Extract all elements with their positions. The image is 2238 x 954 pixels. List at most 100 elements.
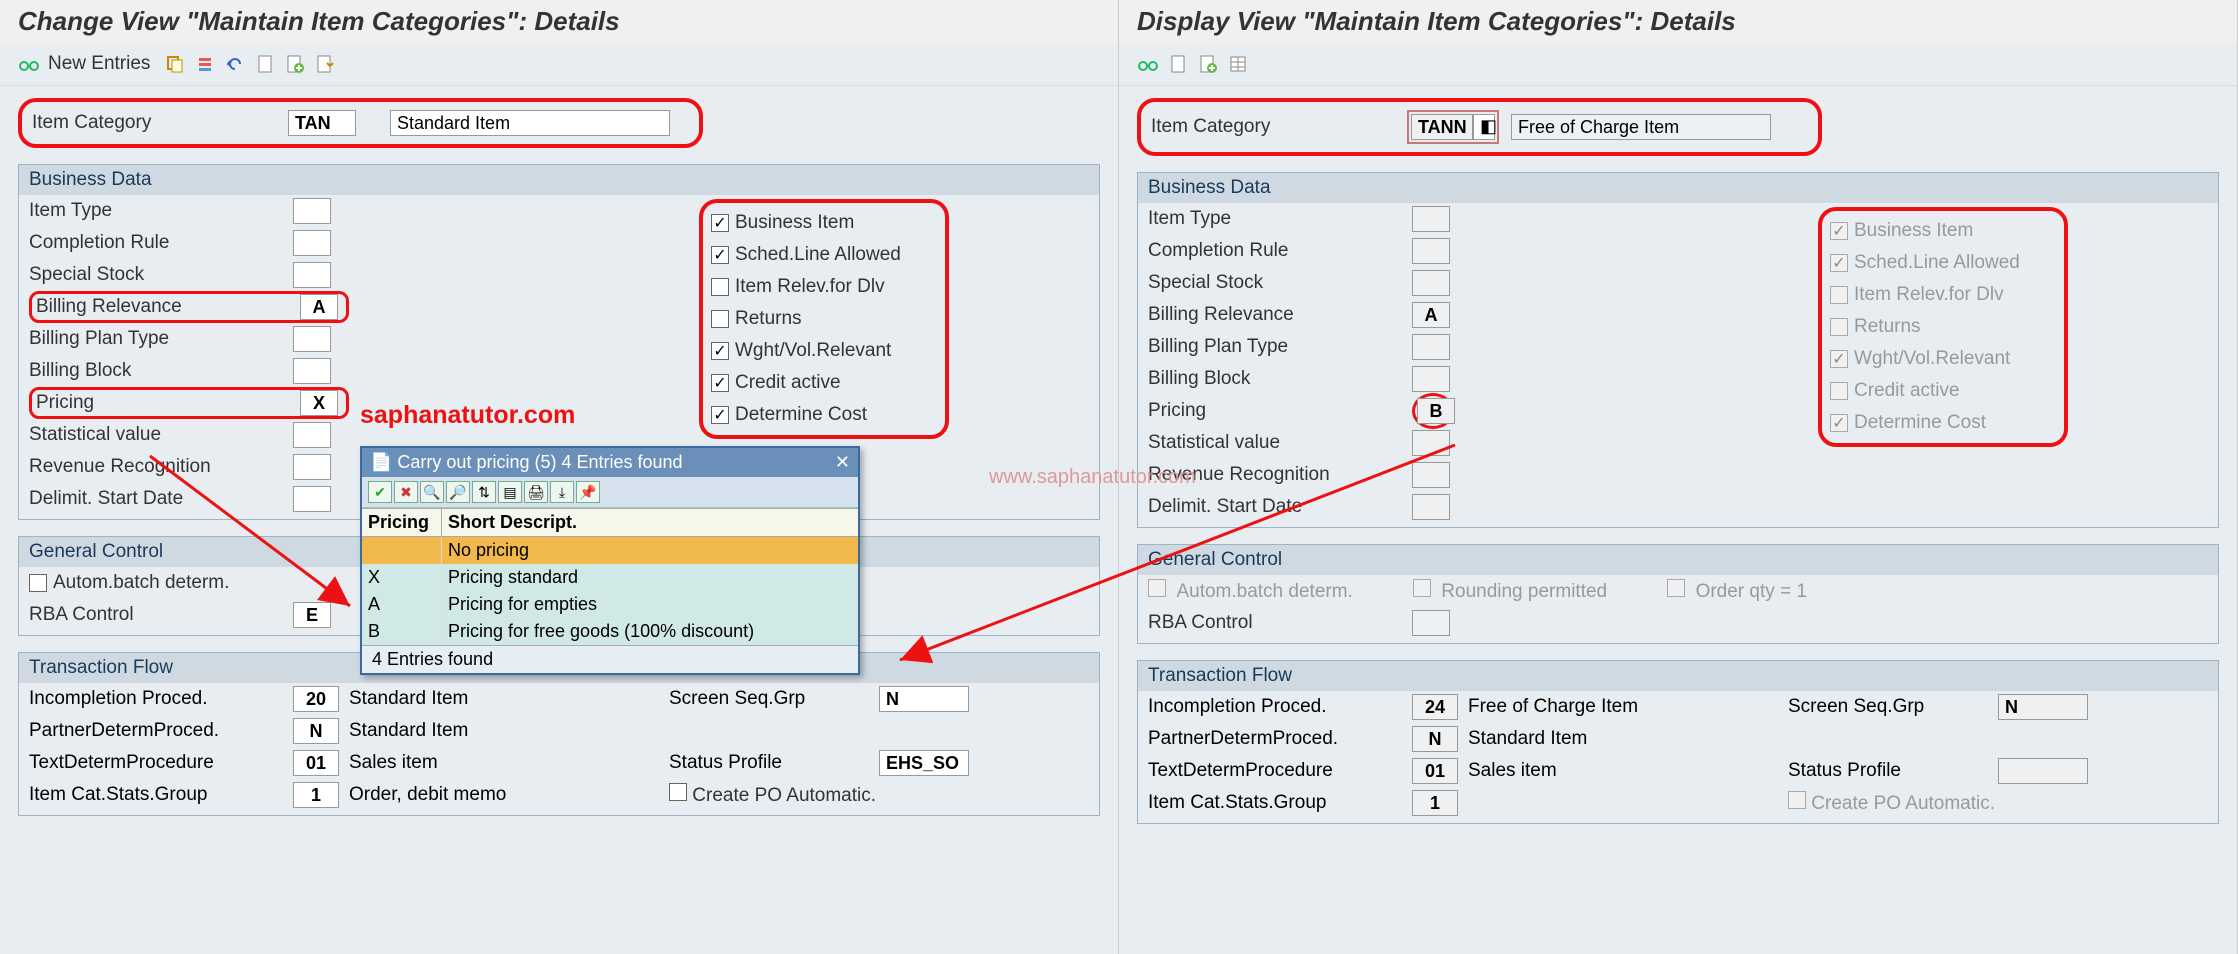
- popup-header: Pricing Short Descript.: [362, 508, 858, 537]
- tf-input[interactable]: [293, 718, 339, 744]
- checkbox-label: Wght/Vol.Relevant: [735, 340, 891, 362]
- popup-cell-key: X: [362, 564, 442, 591]
- tf-desc: Sales item: [1468, 760, 1788, 782]
- field-input[interactable]: [293, 230, 331, 256]
- field-label: Special Stock: [29, 264, 293, 286]
- tf-desc: Standard Item: [349, 720, 669, 742]
- tf-right-label: Create PO Automatic.: [1788, 791, 1998, 815]
- right-body: Item Category ◧ Business Data Item TypeC…: [1119, 86, 2237, 836]
- popup-cell-key: B: [362, 618, 442, 645]
- popup-ok-icon[interactable]: ✔: [368, 481, 392, 503]
- field-label: Item Type: [1148, 208, 1412, 230]
- item-category-desc-input[interactable]: [390, 110, 670, 136]
- checkbox[interactable]: ✓: [711, 342, 729, 360]
- tf-checkbox: [1788, 791, 1806, 809]
- popup-filter-icon[interactable]: ▤: [498, 481, 522, 503]
- checkbox[interactable]: ✓: [711, 214, 729, 232]
- page-icon[interactable]: [254, 53, 276, 75]
- popup-row[interactable]: XPricing standard: [362, 564, 858, 591]
- field-input: [1412, 494, 1450, 520]
- tf-input[interactable]: [293, 686, 339, 712]
- popup-col-pricing: Pricing: [362, 509, 442, 536]
- popup-close-icon[interactable]: ✕: [835, 452, 850, 473]
- right-transaction-flow: Transaction Flow Incompletion Proced.Fre…: [1137, 660, 2219, 824]
- tf-desc: Standard Item: [349, 688, 669, 710]
- rba-control-label: RBA Control: [29, 604, 293, 626]
- field-input[interactable]: [300, 390, 338, 416]
- field-label: Pricing: [36, 392, 300, 414]
- field-input[interactable]: [300, 294, 338, 320]
- tf-right-input[interactable]: [879, 750, 969, 776]
- general-control-title: General Control: [1138, 545, 2218, 575]
- checkbox[interactable]: [711, 278, 729, 296]
- popup-findnext-icon[interactable]: 🔎: [446, 481, 470, 503]
- tf-label: Item Cat.Stats.Group: [29, 784, 293, 806]
- tf-label: Incompletion Proced.: [1148, 696, 1412, 718]
- field-input[interactable]: [293, 486, 331, 512]
- popup-cell-desc: Pricing standard: [442, 564, 858, 591]
- business-data-title: Business Data: [19, 165, 1099, 195]
- popup-export-icon[interactable]: ⤓: [550, 481, 574, 503]
- left-transaction-flow: Transaction Flow Incompletion Proced.Sta…: [18, 652, 1100, 816]
- delete-icon[interactable]: [194, 53, 216, 75]
- checkbox[interactable]: [711, 310, 729, 328]
- glasses-icon[interactable]: [1137, 53, 1159, 75]
- new-entries-button[interactable]: New Entries: [48, 53, 150, 75]
- popup-cell-key: [362, 537, 442, 564]
- popup-col-desc: Short Descript.: [442, 509, 858, 536]
- checkbox[interactable]: ✓: [711, 374, 729, 392]
- popup-row[interactable]: BPricing for free goods (100% discount): [362, 618, 858, 645]
- tf-input[interactable]: [293, 782, 339, 808]
- f4-help-icon[interactable]: ◧: [1473, 114, 1495, 140]
- field-label: Billing Block: [1148, 368, 1412, 390]
- rba-control-input[interactable]: [293, 602, 331, 628]
- popup-print-icon[interactable]: 🖨: [524, 481, 548, 503]
- copy-icon[interactable]: [164, 53, 186, 75]
- popup-cancel-icon[interactable]: ✖: [394, 481, 418, 503]
- checkbox[interactable]: ✓: [711, 406, 729, 424]
- popup-sort-icon[interactable]: ⇅: [472, 481, 496, 503]
- tf-right-input: [1998, 758, 2088, 784]
- checkbox-label: Returns: [735, 308, 802, 330]
- popup-row[interactable]: APricing for empties: [362, 591, 858, 618]
- glasses-icon[interactable]: [18, 53, 40, 75]
- popup-cell-key: A: [362, 591, 442, 618]
- field-input: [1412, 366, 1450, 392]
- tf-right-label: Screen Seq.Grp: [1788, 696, 1998, 718]
- popup-pin-icon[interactable]: 📌: [576, 481, 600, 503]
- field-label: Billing Plan Type: [1148, 336, 1412, 358]
- field-input[interactable]: [293, 198, 331, 224]
- field-label: Completion Rule: [29, 232, 293, 254]
- item-category-desc-input: [1511, 114, 1771, 140]
- tf-input[interactable]: [293, 750, 339, 776]
- popup-row[interactable]: No pricing: [362, 537, 858, 564]
- popup-find-icon[interactable]: 🔍: [420, 481, 444, 503]
- right-pane: Display View "Maintain Item Categories":…: [1119, 0, 2238, 954]
- field-input[interactable]: [293, 262, 331, 288]
- field-input[interactable]: [293, 454, 331, 480]
- page-icon[interactable]: [1167, 53, 1189, 75]
- checkbox-label: Determine Cost: [1854, 412, 1986, 434]
- field-input[interactable]: [293, 326, 331, 352]
- field-label: Statistical value: [1148, 432, 1412, 454]
- tf-checkbox[interactable]: [669, 783, 687, 801]
- field-input[interactable]: [293, 358, 331, 384]
- transaction-flow-title: Transaction Flow: [1138, 661, 2218, 691]
- page-add-icon[interactable]: [284, 53, 306, 75]
- tf-label: PartnerDetermProced.: [1148, 728, 1412, 750]
- page-sort-icon[interactable]: [314, 53, 336, 75]
- checkbox[interactable]: ✓: [711, 246, 729, 264]
- autobatch-checkbox[interactable]: [29, 574, 47, 592]
- undo-icon[interactable]: [224, 53, 246, 75]
- table-icon[interactable]: [1227, 53, 1249, 75]
- page-add-icon[interactable]: [1197, 53, 1219, 75]
- item-category-code-input[interactable]: [288, 110, 356, 136]
- checkbox-label: Sched.Line Allowed: [1854, 252, 2020, 274]
- field-label: Pricing: [1148, 400, 1412, 422]
- field-input[interactable]: [293, 422, 331, 448]
- checkbox-label: Returns: [1854, 316, 1921, 338]
- tf-right-input: [1998, 694, 2088, 720]
- field-input: [1412, 238, 1450, 264]
- tf-right-input[interactable]: [879, 686, 969, 712]
- tf-right-label: Create PO Automatic.: [669, 783, 879, 807]
